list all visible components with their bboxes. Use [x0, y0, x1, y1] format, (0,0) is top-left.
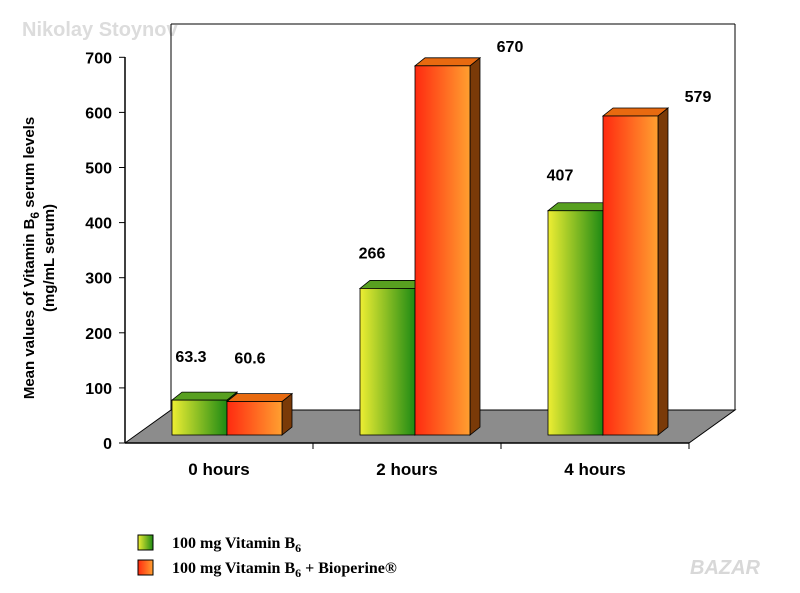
bar-value-label: 266 [359, 245, 386, 262]
bar-top [170, 391, 239, 401]
bar: 60.6 [225, 351, 294, 436]
y-tick-label: 200 [85, 326, 112, 343]
y-tick-label: 300 [85, 271, 112, 288]
watermark-logo: BAZAR [690, 557, 761, 579]
y-axis-ticks: 0 100 200 300 400 500 600 700 [85, 50, 125, 453]
bar: 266 [359, 245, 427, 436]
bar-top [413, 57, 482, 67]
bar-value-label: 579 [685, 89, 712, 106]
bars: 63.3 60.6 266 670 407 579 [170, 39, 712, 436]
bar-value-label: 60.6 [234, 351, 265, 368]
y-tick-label: 100 [85, 381, 112, 398]
legend-swatch-series-1 [137, 534, 154, 551]
legend-swatch-series-2 [137, 559, 154, 576]
bar-side [657, 107, 669, 436]
y-axis-title-line2: (mg/mL serum) [41, 204, 58, 312]
y-tick-label: 0 [103, 436, 112, 453]
y-tick-label: 700 [85, 50, 112, 67]
bar-value-label: 670 [497, 39, 524, 56]
bar-top [601, 107, 670, 117]
y-tick-label: 600 [85, 105, 112, 122]
bar-front [359, 288, 416, 436]
bar: 579 [601, 89, 712, 436]
legend-label-series-1: 100 mg Vitamin B6 [172, 535, 301, 555]
bar: 670 [413, 39, 524, 436]
bar-side [469, 56, 481, 436]
bar-top [225, 393, 294, 403]
bar: 63.3 [170, 349, 239, 436]
bar-front [547, 210, 604, 436]
bar-value-label: 63.3 [175, 349, 206, 366]
x-category-label: 0 hours [188, 460, 249, 479]
x-category-label: 4 hours [564, 460, 625, 479]
bar-front [414, 65, 471, 436]
bar-front [226, 401, 283, 436]
y-tick-label: 400 [85, 216, 112, 233]
y-tick-label: 500 [85, 161, 112, 178]
legend-label-series-2: 100 mg Vitamin B6 + Bioperine® [172, 560, 397, 580]
y-axis-title: Mean values of Vitamin B6 serum levels (… [21, 117, 58, 399]
bar-front [171, 399, 228, 436]
x-axis-categories: 0 hours 2 hours 4 hours [188, 460, 625, 479]
bar-value-label: 407 [547, 168, 574, 185]
y-axis-title-line1: Mean values of Vitamin B6 serum levels [21, 117, 42, 399]
watermark-author: Nikolay Stoynov [22, 19, 178, 41]
bar-front [602, 115, 659, 436]
legend: 100 mg Vitamin B6 100 mg Vitamin B6 + Bi… [137, 534, 397, 580]
x-category-label: 2 hours [376, 460, 437, 479]
